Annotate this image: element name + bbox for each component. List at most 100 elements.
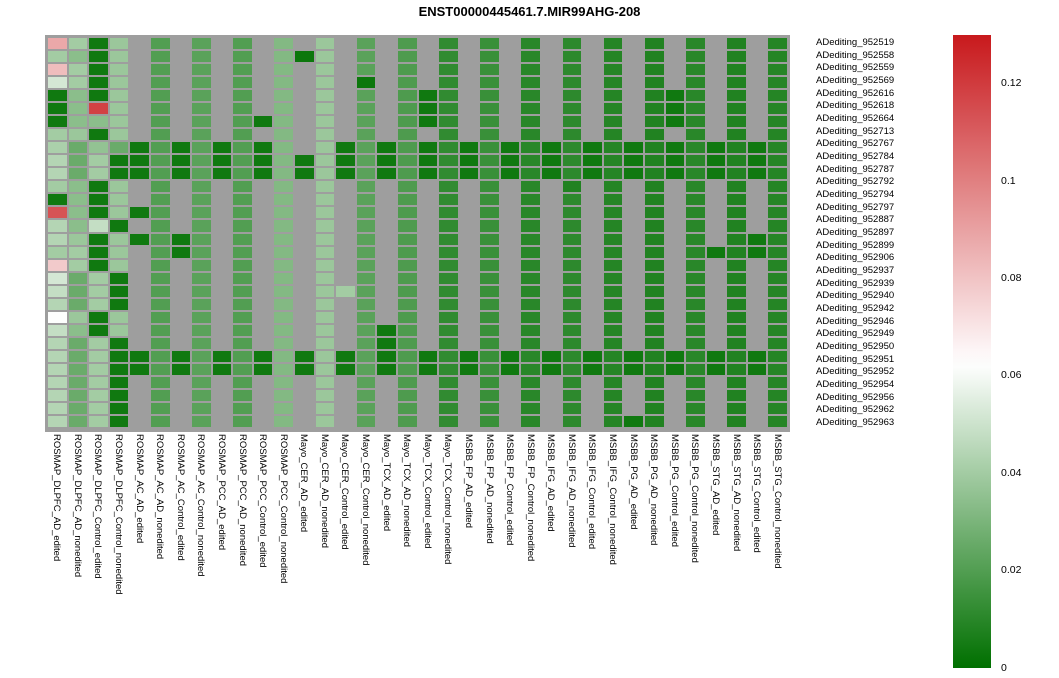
- heatmap-cell: [499, 310, 521, 324]
- heatmap-cell: [458, 284, 480, 298]
- heatmap-cell: [129, 401, 150, 415]
- heatmap-cell: [705, 349, 727, 363]
- heatmap-cell: [355, 102, 377, 116]
- heatmap-cell: [520, 428, 541, 430]
- heatmap-cell: [67, 414, 89, 428]
- heatmap-cell: [170, 102, 192, 116]
- heatmap-cell: [376, 362, 397, 376]
- heatmap-cell: [746, 375, 768, 389]
- heatmap-cell: [458, 115, 480, 129]
- heatmap-cell: [252, 193, 274, 207]
- colorbar-tick-label: 0.06: [1001, 369, 1022, 382]
- heatmap-cell: [314, 193, 336, 207]
- heatmap-cell: [602, 428, 624, 430]
- heatmap-cell: [294, 167, 315, 181]
- heatmap-cell: [88, 89, 109, 103]
- heatmap-cell: [67, 37, 89, 51]
- heatmap-cell: [67, 180, 89, 194]
- heatmap-cell: [273, 414, 294, 428]
- heatmap-cell: [685, 349, 706, 363]
- heatmap-cell: [726, 206, 747, 220]
- heatmap-cell: [294, 362, 315, 376]
- heatmap-cell: [643, 193, 665, 207]
- heatmap-cell: [149, 193, 171, 207]
- heatmap-cell: [602, 258, 624, 272]
- heatmap-cell: [561, 375, 583, 389]
- heatmap-cell: [582, 180, 603, 194]
- heatmap-cell: [746, 401, 768, 415]
- heatmap-cell: [108, 102, 130, 116]
- heatmap-cell: [252, 297, 274, 311]
- heatmap-cell: [479, 414, 500, 428]
- heatmap-cell: [232, 89, 253, 103]
- heatmap-cell: [520, 154, 541, 168]
- heatmap-cell: [47, 154, 68, 168]
- heatmap-cell: [746, 193, 768, 207]
- heatmap-cell: [746, 115, 768, 129]
- heatmap-cell: [623, 323, 644, 337]
- heatmap-cell: [664, 284, 686, 298]
- heatmap-cell: [417, 154, 439, 168]
- heatmap-cell: [520, 89, 541, 103]
- heatmap-grid: [45, 35, 790, 432]
- heatmap-cell: [252, 310, 274, 324]
- heatmap-cell: [314, 375, 336, 389]
- heatmap-cell: [314, 258, 336, 272]
- heatmap-cell: [376, 141, 397, 155]
- heatmap-cell: [664, 245, 686, 259]
- heatmap-cell: [170, 128, 192, 142]
- heatmap-cell: [458, 63, 480, 77]
- heatmap-cell: [355, 284, 377, 298]
- heatmap-cell: [355, 206, 377, 220]
- heatmap-cell: [47, 115, 68, 129]
- heatmap-cell: [355, 167, 377, 181]
- colorbar: 0.12 0.1 0.08 0.06 0.04 0.02 0: [953, 35, 1021, 673]
- heatmap-cell: [623, 37, 644, 51]
- heatmap-cell: [541, 128, 562, 142]
- heatmap-cell: [541, 297, 562, 311]
- heatmap-cell: [376, 375, 397, 389]
- heatmap-cell: [191, 336, 212, 350]
- heatmap-cell: [129, 414, 150, 428]
- heatmap-cell: [458, 167, 480, 181]
- heatmap-cell: [582, 284, 603, 298]
- heatmap-cell: [129, 362, 150, 376]
- column-label: Mayo_TCX_Control_nonedited: [442, 434, 454, 565]
- heatmap-cell: [129, 258, 150, 272]
- heatmap-cell: [108, 271, 130, 285]
- heatmap-cell: [417, 362, 439, 376]
- heatmap-cell: [108, 401, 130, 415]
- heatmap-cell: [520, 50, 541, 64]
- heatmap-cell: [582, 401, 603, 415]
- column-label: ROSMAP_PCC_AD_edited: [215, 434, 227, 551]
- heatmap-cell: [520, 76, 541, 90]
- heatmap-cell: [541, 89, 562, 103]
- heatmap-cell: [643, 401, 665, 415]
- heatmap-cell: [314, 115, 336, 129]
- heatmap-cell: [211, 37, 233, 51]
- heatmap-cell: [294, 50, 315, 64]
- heatmap-cell: [170, 375, 192, 389]
- heatmap-cell: [314, 180, 336, 194]
- heatmap-cell: [170, 388, 192, 402]
- heatmap-cell: [541, 401, 562, 415]
- column-label: MSBB_IFG_Control_edited: [586, 434, 598, 550]
- heatmap-cell: [623, 180, 644, 194]
- heatmap-cell: [273, 297, 294, 311]
- heatmap-cell: [582, 89, 603, 103]
- heatmap-cell: [561, 245, 583, 259]
- heatmap-cell: [561, 115, 583, 129]
- heatmap-cell: [108, 375, 130, 389]
- heatmap-cell: [191, 428, 212, 430]
- heatmap-cell: [67, 232, 89, 246]
- heatmap-cell: [108, 50, 130, 64]
- heatmap-cell: [458, 414, 480, 428]
- heatmap-cell: [314, 271, 336, 285]
- heatmap-cell: [88, 362, 109, 376]
- heatmap-cell: [582, 349, 603, 363]
- heatmap-cell: [458, 323, 480, 337]
- column-label: MSBB_STG_Control_nonedited: [771, 434, 783, 569]
- row-label: ADediting_952906: [816, 252, 895, 264]
- heatmap-cell: [376, 167, 397, 181]
- heatmap-cell: [294, 206, 315, 220]
